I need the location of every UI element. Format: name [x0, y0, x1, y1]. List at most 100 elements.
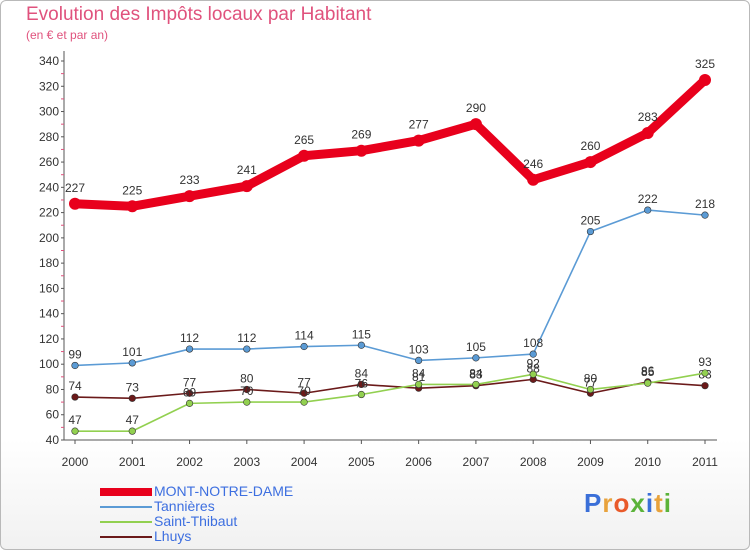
data-point	[644, 379, 652, 387]
data-label: 222	[638, 192, 658, 206]
data-point	[472, 354, 480, 362]
data-label: 93	[698, 355, 712, 369]
data-label: 84	[469, 366, 483, 380]
data-point	[69, 197, 81, 210]
x-tick-label: 2010	[634, 455, 661, 469]
data-label: 84	[412, 366, 426, 380]
y-tick-label: 120	[39, 332, 59, 346]
legend-label: Saint-Thibaut	[154, 513, 238, 529]
data-label: 227	[65, 181, 85, 195]
series-line-tannières	[74, 209, 706, 367]
data-point	[527, 173, 540, 186]
logo-letter: P	[584, 488, 603, 518]
data-label: 105	[466, 340, 486, 354]
data-point	[529, 370, 537, 378]
legend-swatch	[100, 521, 152, 523]
data-point	[412, 134, 425, 147]
data-point	[701, 382, 709, 390]
data-point	[355, 144, 368, 157]
data-label: 84	[355, 366, 369, 380]
data-point	[240, 180, 253, 193]
y-tick-label: 280	[39, 130, 59, 144]
data-point	[126, 200, 139, 213]
legend-swatch	[100, 506, 152, 508]
data-label: 70	[240, 384, 254, 398]
series-line-saint-thibaut	[74, 372, 706, 432]
data-point	[701, 211, 709, 219]
data-label: 86	[641, 364, 655, 378]
x-tick-label: 2009	[577, 455, 604, 469]
x-tick-label: 2008	[520, 455, 547, 469]
data-point	[183, 190, 196, 203]
x-tick-label: 2004	[291, 455, 318, 469]
legend-label: MONT-NOTRE-DAME	[154, 483, 294, 499]
data-point	[300, 342, 308, 351]
data-label: 225	[122, 183, 142, 197]
data-label: 83	[469, 368, 483, 382]
y-tick-label: 80	[46, 382, 60, 396]
data-label: 80	[584, 371, 598, 385]
line-chart: 40 60 80 100 120 140 160 180 200 220 240 260 280 300 3…	[39, 51, 718, 469]
y-tick-label: 340	[39, 54, 59, 68]
data-point	[243, 398, 251, 406]
data-label: 74	[68, 379, 82, 393]
data-label: 283	[638, 110, 658, 124]
data-label: 69	[183, 385, 197, 399]
data-label: 205	[580, 214, 600, 228]
data-point	[415, 380, 423, 389]
data-label: 115	[352, 327, 371, 341]
data-label: 290	[466, 101, 486, 115]
data-label: 108	[523, 336, 543, 350]
data-label: 76	[355, 377, 369, 391]
data-point	[298, 149, 311, 162]
x-tick-label: 2003	[233, 455, 260, 469]
data-point	[472, 380, 480, 389]
legend-label: Lhuys	[154, 528, 192, 544]
data-label: 92	[527, 356, 541, 370]
data-point	[586, 385, 595, 394]
data-label: 103	[409, 342, 429, 356]
data-point	[701, 369, 709, 377]
proxiti-logo: Proxiti	[584, 488, 672, 519]
data-label: 47	[126, 413, 140, 427]
data-label: 77	[297, 375, 311, 389]
data-point	[357, 341, 365, 349]
data-label: 246	[523, 157, 543, 171]
chart-title: Evolution des Impôts locaux par Habitant	[26, 4, 372, 25]
y-tick-label: 240	[39, 180, 59, 194]
data-label: 114	[295, 329, 314, 343]
data-point	[243, 345, 251, 353]
y-tick-label: 160	[39, 281, 59, 295]
data-point	[357, 380, 365, 389]
data-label: 265	[294, 133, 314, 147]
x-tick-label: 2007	[463, 455, 490, 469]
data-label: 112	[237, 331, 256, 345]
data-label: 77	[584, 375, 598, 389]
data-label: 99	[68, 347, 82, 361]
data-point	[300, 398, 308, 406]
data-label: 269	[351, 128, 371, 142]
data-label: 73	[126, 380, 140, 394]
data-point	[584, 156, 597, 169]
data-label: 233	[180, 173, 200, 187]
x-tick-label: 2011	[692, 455, 718, 469]
logo-letter: r	[602, 488, 614, 518]
data-label: 260	[580, 139, 600, 153]
y-tick-label: 40	[46, 433, 60, 447]
logo-letter: o	[613, 488, 631, 518]
data-point	[128, 359, 136, 367]
data-point	[185, 345, 194, 353]
data-label: 325	[695, 57, 715, 71]
data-label: 241	[237, 163, 257, 177]
x-tick-label: 2001	[119, 455, 146, 469]
data-point	[469, 118, 482, 131]
data-point	[71, 393, 79, 401]
y-tick-label: 100	[39, 357, 59, 371]
data-label: 112	[180, 331, 199, 345]
series-line-mont-notre-dame	[70, 75, 710, 211]
data-point	[300, 389, 308, 397]
y-tick-label: 220	[39, 206, 59, 220]
y-tick-label: 60	[46, 408, 60, 422]
data-point	[644, 206, 652, 214]
